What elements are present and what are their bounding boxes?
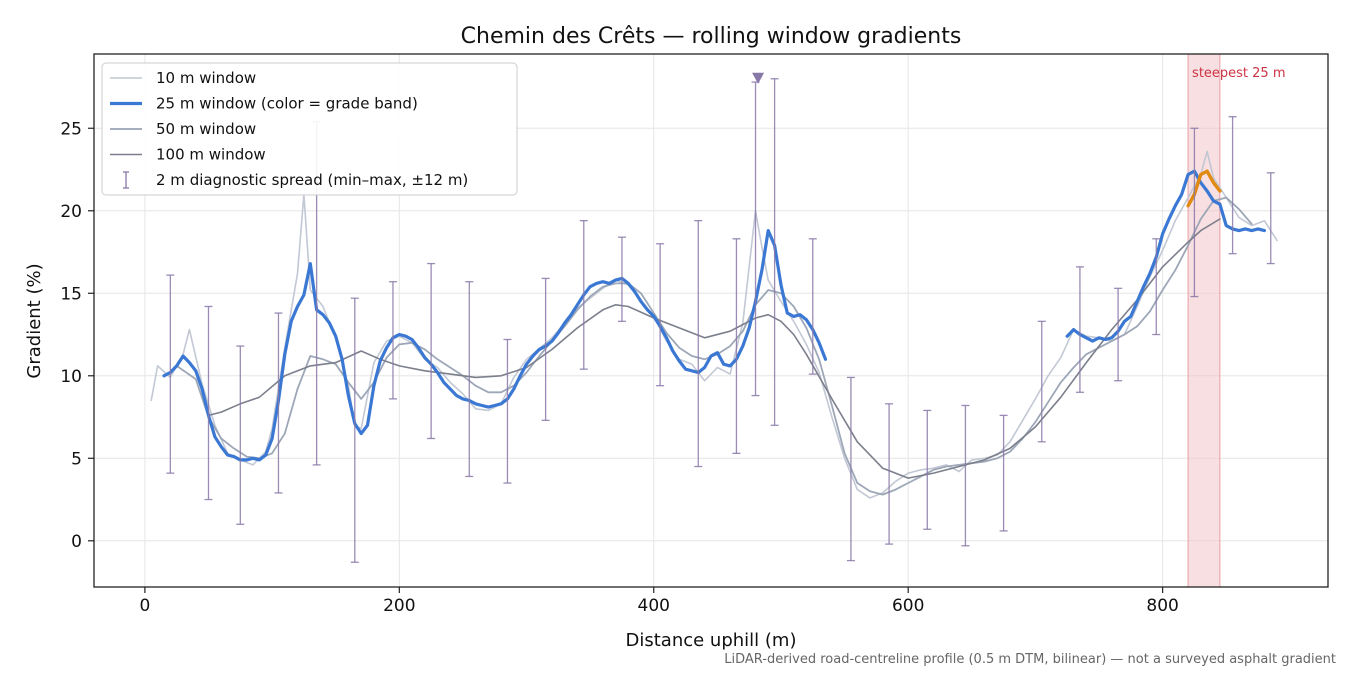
- peak-marker-icon: [752, 72, 765, 84]
- error-bar: [808, 238, 817, 375]
- x-tick-label: 200: [383, 596, 415, 616]
- y-tick-label: 5: [71, 449, 82, 469]
- legend-entry-w50: 50 m window: [110, 120, 256, 138]
- legend-label: 2 m diagnostic spread (min–max, ±12 m): [156, 171, 468, 189]
- y-tick-label: 10: [60, 367, 82, 387]
- y-axis-label: Gradient (%): [24, 263, 45, 378]
- series-line-w10: [150, 150, 1278, 499]
- legend-label: 50 m window: [156, 120, 256, 138]
- plot-frame: [93, 53, 1329, 588]
- error-bar: [961, 404, 970, 547]
- legend-box: [101, 62, 518, 196]
- error-bar: [1152, 238, 1161, 336]
- legend-label: 25 m window (color = grade band): [156, 95, 418, 113]
- plot-area: steepest 25 m 0 200 400 600 800 0 5 10 15 20 25: [60, 53, 1329, 616]
- steep-band: [1187, 54, 1221, 587]
- error-bar: [274, 312, 283, 494]
- error-bar: [388, 281, 397, 400]
- steep-segment-line: [1186, 169, 1222, 208]
- error-bar: [1190, 127, 1199, 298]
- legend-entry-err: 2 m diagnostic spread (min–max, ±12 m): [123, 171, 468, 189]
- error-bar: [885, 403, 894, 545]
- plot-content: [150, 54, 1278, 587]
- legend-entry-w100: 100 m window: [110, 146, 266, 164]
- y-tick-label: 25: [60, 119, 82, 139]
- x-tick-label: 400: [638, 596, 670, 616]
- series-line-w100: [207, 218, 1221, 479]
- error-bar: [694, 220, 703, 468]
- error-bar: [732, 238, 741, 454]
- x-tick-label: 0: [139, 596, 150, 616]
- error-bar: [427, 262, 436, 440]
- legend-label: 10 m window: [156, 69, 256, 87]
- error-bar: [1037, 320, 1046, 443]
- error-bar: [166, 274, 175, 474]
- error-bar: [1075, 266, 1084, 393]
- footnote: LiDAR-derived road-centreline profile (0…: [724, 652, 1336, 667]
- legend-label: 100 m window: [156, 146, 266, 164]
- y-tick-label: 15: [60, 284, 82, 304]
- y-tick-label: 0: [71, 532, 82, 552]
- x-tick-label: 800: [1146, 596, 1178, 616]
- legend-entry-w10: 10 m window: [110, 69, 256, 87]
- steep-band-label: steepest 25 m: [1192, 66, 1285, 81]
- chart-title: Chemin des Crêts — rolling window gradie…: [461, 24, 962, 49]
- error-bar: [236, 345, 245, 525]
- error-bar: [503, 338, 512, 484]
- error-bar: [656, 243, 665, 387]
- x-tick-label: 600: [892, 596, 924, 616]
- error-bar: [1266, 172, 1275, 265]
- x-axis-label: Distance uphill (m): [626, 630, 797, 651]
- y-tick-label: 20: [60, 202, 82, 222]
- error-bar: [579, 220, 588, 370]
- error-bar: [350, 297, 359, 563]
- legend: 10 m window 25 m window (color = grade ba…: [101, 62, 518, 196]
- error-bar: [204, 305, 213, 501]
- error-bar: [846, 376, 855, 562]
- series-line-w25: [162, 169, 1266, 462]
- error-bar: [770, 78, 779, 426]
- error-bar: [923, 409, 932, 530]
- error-bar: [1228, 116, 1237, 255]
- error-bar: [999, 414, 1008, 532]
- error-bar: [1114, 287, 1123, 382]
- error-bar: [541, 277, 550, 421]
- error-bar: [617, 236, 626, 322]
- legend-entry-w25: 25 m window (color = grade band): [110, 95, 418, 113]
- error-bar: [465, 281, 474, 478]
